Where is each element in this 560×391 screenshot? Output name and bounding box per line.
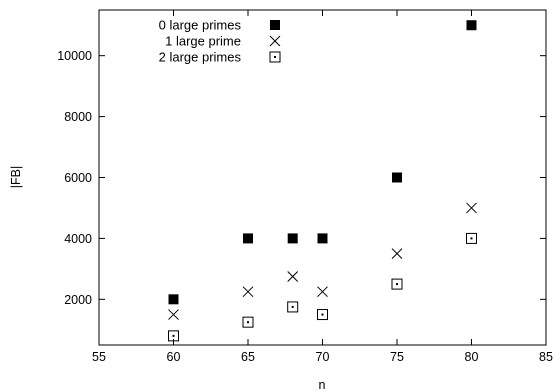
data-point-series-1 bbox=[242, 286, 254, 298]
y-tick-label: 10000 bbox=[57, 49, 92, 63]
x-axis-label: n bbox=[319, 378, 326, 391]
x-tick-label: 60 bbox=[167, 350, 181, 364]
data-point-series-0 bbox=[287, 233, 298, 244]
x-tick-label: 75 bbox=[390, 350, 404, 364]
x-tick-label: 55 bbox=[92, 350, 106, 364]
data-points bbox=[168, 20, 477, 342]
y-tick-label: 4000 bbox=[64, 232, 92, 246]
legend-marker bbox=[269, 51, 281, 63]
x-tick-label: 85 bbox=[539, 350, 553, 364]
x-tick-label: 65 bbox=[241, 350, 255, 364]
x-tick-label: 70 bbox=[316, 350, 330, 364]
y-tick-label: 6000 bbox=[64, 171, 92, 185]
y-tick-label: 8000 bbox=[64, 110, 92, 124]
x-tick-label: 80 bbox=[465, 350, 479, 364]
legend-label: 2 large primes bbox=[159, 50, 242, 65]
data-point-series-2 bbox=[287, 301, 299, 313]
legend-label: 0 large primes bbox=[159, 18, 242, 33]
legend-marker bbox=[269, 35, 281, 47]
y-axis-label: |FB| bbox=[9, 166, 23, 188]
data-point-series-1 bbox=[168, 309, 179, 320]
data-point-series-0 bbox=[466, 20, 477, 31]
data-point-series-0 bbox=[243, 233, 253, 244]
y-tick-label: 2000 bbox=[64, 293, 92, 307]
legend-label: 1 large prime bbox=[165, 34, 241, 49]
data-point-series-1 bbox=[391, 248, 403, 259]
data-point-series-2 bbox=[317, 309, 328, 321]
data-point-series-1 bbox=[317, 286, 328, 298]
data-point-series-2 bbox=[466, 232, 477, 244]
data-point-series-1 bbox=[466, 202, 477, 214]
legend-marker bbox=[270, 20, 280, 30]
data-point-series-1 bbox=[287, 271, 299, 282]
data-point-series-0 bbox=[317, 233, 328, 244]
axis-ticks: 55 60 65 70 75 80 85 2000 4000 6000 8000 10000 bbox=[57, 10, 553, 364]
data-point-series-0 bbox=[168, 294, 179, 305]
data-point-series-0 bbox=[392, 172, 402, 183]
data-point-series-2 bbox=[168, 330, 179, 342]
data-point-series-2 bbox=[242, 316, 254, 328]
data-point-series-2 bbox=[391, 278, 403, 290]
